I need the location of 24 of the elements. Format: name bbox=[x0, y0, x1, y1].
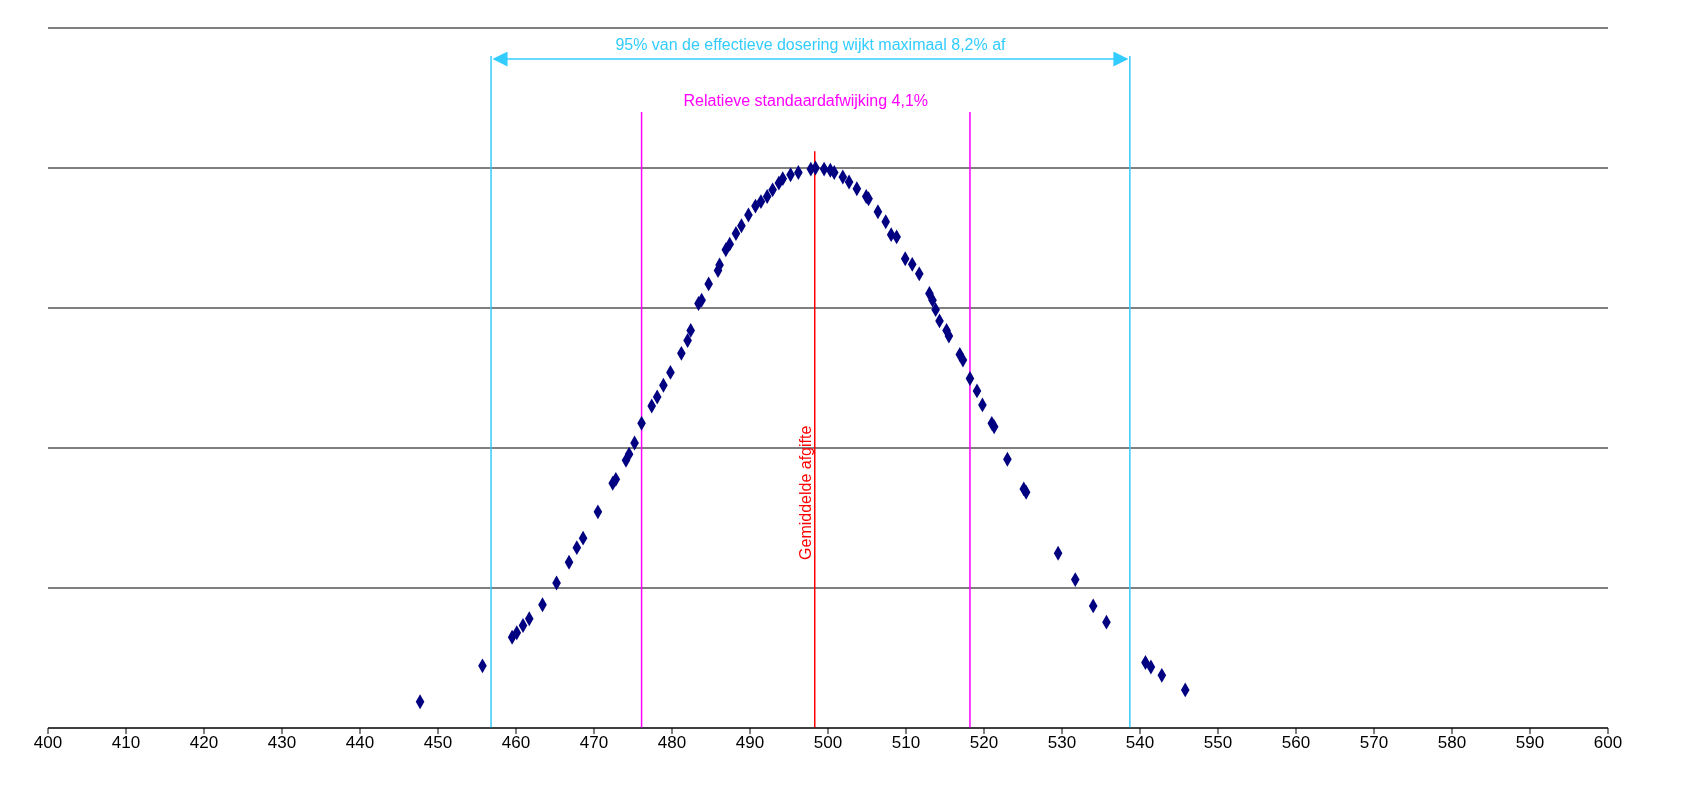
x-tick-label: 450 bbox=[423, 733, 453, 753]
x-tick-label: 480 bbox=[657, 733, 687, 753]
x-tick-label: 460 bbox=[501, 733, 531, 753]
text: 95% van de effectieve dosering wijkt maximaal 8,2% af bbox=[615, 36, 1007, 53]
x-tick-label: 410 bbox=[111, 733, 141, 753]
text: Relatieve standaardafwijking 4,1% bbox=[683, 92, 929, 109]
x-tick-label: 440 bbox=[345, 733, 375, 753]
x-tick-label: 490 bbox=[735, 733, 765, 753]
x-tick-label: 590 bbox=[1515, 733, 1545, 753]
x-tick-label: 470 bbox=[579, 733, 609, 753]
ref-line-label: Gemiddelde afgifte bbox=[796, 425, 814, 560]
x-tick-label: 520 bbox=[969, 733, 999, 753]
x-tick-label: 530 bbox=[1047, 733, 1077, 753]
x-tick-label: 420 bbox=[189, 733, 219, 753]
x-tick-label: 500 bbox=[813, 733, 843, 753]
x-tick-label: 540 bbox=[1125, 733, 1155, 753]
x-tick-label: 600 bbox=[1593, 733, 1623, 753]
x-tick-label: 550 bbox=[1203, 733, 1233, 753]
x-tick-label: 510 bbox=[891, 733, 921, 753]
x-tick-label: 570 bbox=[1359, 733, 1389, 753]
x-tick-label: 430 bbox=[267, 733, 297, 753]
x-tick-label: 560 bbox=[1281, 733, 1311, 753]
x-tick-label: 580 bbox=[1437, 733, 1467, 753]
x-tick-label: 400 bbox=[33, 733, 63, 753]
